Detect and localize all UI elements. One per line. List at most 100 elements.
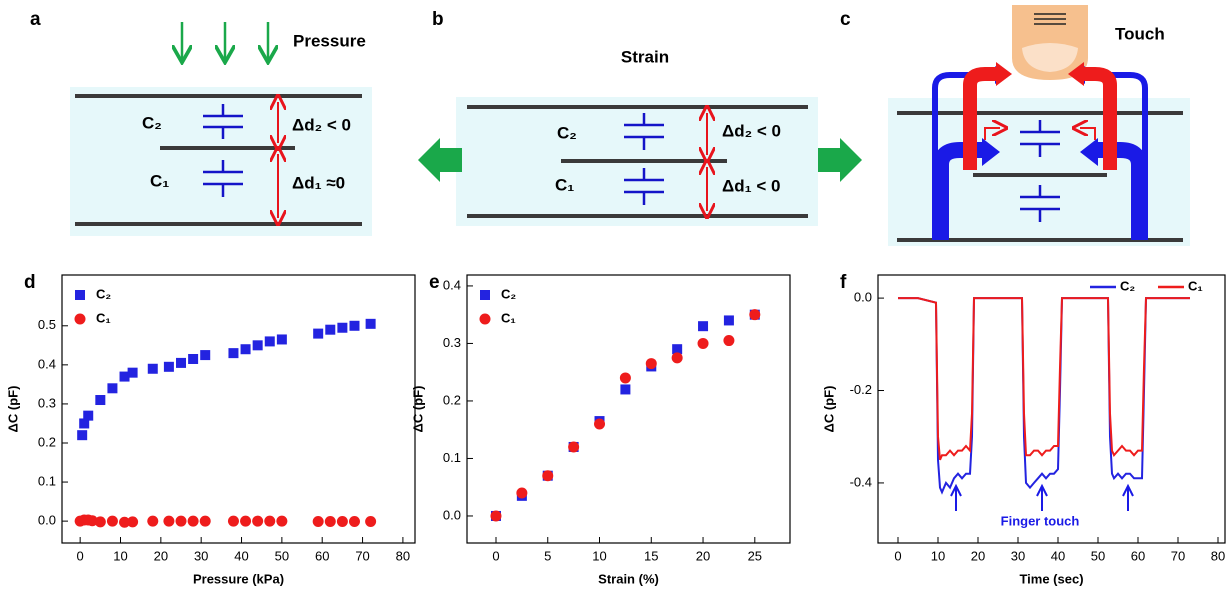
- legend-label: C₁: [1188, 278, 1203, 293]
- y-tick-label: -0.2: [850, 382, 872, 397]
- x-tick-label: 30: [1011, 548, 1025, 563]
- y-axis-label: ΔC (pF): [5, 386, 20, 433]
- point: [106, 515, 118, 527]
- line: [898, 297, 1190, 461]
- x-tick-label: 60: [1131, 548, 1145, 563]
- point: [325, 324, 336, 335]
- point: [175, 515, 187, 527]
- cap-label: C₂: [142, 113, 162, 132]
- force-label: Pressure: [293, 31, 366, 50]
- legend-label: C₂: [501, 286, 516, 301]
- y-tick-label: 0.2: [443, 392, 461, 407]
- cap-label: C₂: [557, 123, 577, 142]
- panel-label: a: [30, 9, 41, 30]
- x-tick-label: 10: [931, 548, 945, 563]
- x-tick-label: 50: [1091, 548, 1105, 563]
- plot-frame: [61, 274, 416, 544]
- point: [163, 361, 174, 372]
- y-tick-label: 0.2: [38, 434, 56, 449]
- point: [619, 372, 631, 384]
- point: [200, 350, 211, 361]
- legend-marker: [480, 290, 490, 300]
- x-tick-label: 40: [1051, 548, 1065, 563]
- point: [77, 430, 88, 441]
- line: [898, 297, 1190, 495]
- x-tick-label: 20: [971, 548, 985, 563]
- x-tick-label: 80: [396, 548, 410, 563]
- point: [723, 335, 735, 347]
- y-tick-label: 0.0: [443, 507, 461, 522]
- y-tick-label: 0.4: [443, 277, 461, 292]
- y-tick-label: -0.4: [850, 474, 872, 489]
- plot-frame: [877, 274, 1226, 544]
- x-tick-label: 50: [275, 548, 289, 563]
- y-tick-label: 0.0: [854, 290, 872, 305]
- x-axis-label: Time (sec): [1019, 571, 1083, 586]
- x-axis-label: Strain (%): [598, 571, 659, 586]
- gap-label: Δd₂ < 0: [292, 115, 351, 134]
- point: [365, 318, 376, 329]
- x-tick-label: 10: [113, 548, 127, 563]
- point: [276, 334, 287, 345]
- point: [620, 384, 631, 395]
- diagram-c: c Touch: [840, 5, 1190, 246]
- gap-label: Δd₁ ≈0: [292, 173, 345, 192]
- point: [348, 516, 360, 528]
- x-tick-label: 80: [1211, 548, 1225, 563]
- point: [349, 320, 360, 331]
- point: [276, 515, 288, 527]
- point: [147, 363, 158, 374]
- point: [94, 516, 106, 528]
- panel-label: e: [429, 272, 440, 293]
- point: [252, 515, 264, 527]
- point: [83, 410, 94, 421]
- point: [568, 441, 580, 453]
- x-tick-label: 20: [154, 548, 168, 563]
- point: [313, 328, 324, 339]
- point: [188, 353, 199, 364]
- legend-label: C₂: [96, 286, 111, 301]
- y-tick-label: 0.1: [38, 473, 56, 488]
- x-tick-label: 15: [644, 548, 658, 563]
- plot-frame: [466, 274, 791, 544]
- point: [240, 344, 251, 355]
- point: [324, 516, 336, 528]
- x-tick-label: 70: [1171, 548, 1185, 563]
- point: [671, 352, 683, 364]
- y-tick-label: 0.3: [38, 395, 56, 410]
- y-tick-label: 0.5: [38, 317, 56, 332]
- gap-label: Δd₁ < 0: [722, 176, 780, 195]
- x-tick-label: 60: [315, 548, 329, 563]
- point: [697, 337, 709, 349]
- point: [227, 515, 239, 527]
- point: [79, 418, 90, 429]
- point: [264, 336, 275, 347]
- cap-label: C₁: [150, 171, 169, 190]
- point: [252, 340, 263, 351]
- point: [95, 395, 106, 406]
- annotation: Finger touch: [1001, 513, 1080, 528]
- diagram-a: a Pressure C₂ Δd₂ < 0 C₁ Δd₁ ≈0: [30, 9, 372, 236]
- x-tick-label: 10: [592, 548, 606, 563]
- point: [312, 516, 324, 528]
- point: [336, 516, 348, 528]
- point: [127, 516, 139, 528]
- point: [264, 515, 276, 527]
- y-axis-label: ΔC (pF): [410, 386, 425, 433]
- x-tick-label: 0: [894, 548, 901, 563]
- legend-marker: [479, 313, 491, 325]
- point: [490, 510, 502, 522]
- cap-label: C₁: [555, 175, 574, 194]
- point: [187, 515, 199, 527]
- point: [199, 515, 211, 527]
- legend-marker: [74, 313, 86, 325]
- point: [127, 367, 138, 378]
- point: [542, 470, 554, 482]
- point: [516, 487, 528, 499]
- point: [163, 515, 175, 527]
- point: [337, 322, 348, 333]
- y-tick-label: 0.0: [38, 513, 56, 528]
- point: [749, 309, 761, 321]
- point: [594, 418, 606, 430]
